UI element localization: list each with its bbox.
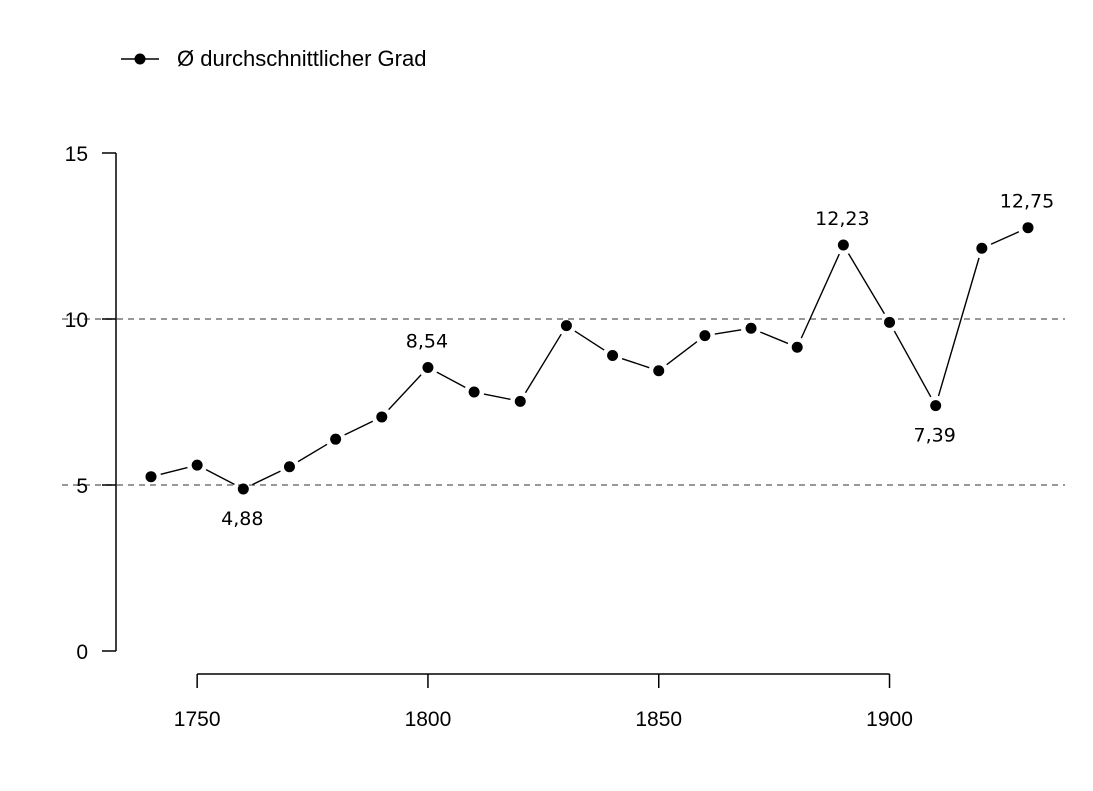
x-tick-label: 1850 [635, 708, 682, 731]
y-tick-label: 15 [65, 143, 88, 166]
data-label: 12,23 [815, 208, 869, 230]
data-label: 4,88 [221, 508, 263, 530]
data-label: 8,54 [406, 330, 448, 352]
axes: 0 5 10 15 1750 1800 1850 1900 [65, 143, 913, 731]
data-point [1022, 222, 1034, 234]
reference-lines [62, 318, 1065, 486]
data-point [330, 433, 342, 445]
y-tick-label: 0 [76, 641, 88, 664]
data-point [560, 320, 572, 332]
series-line-segment [937, 257, 980, 397]
data-label: 12,75 [1000, 191, 1054, 213]
data-point [145, 471, 157, 483]
series-line-segment [893, 330, 932, 398]
data-point [976, 242, 988, 254]
y-tick-label: 5 [76, 475, 88, 498]
series-line-segment [388, 374, 422, 411]
series-line-segment [800, 253, 840, 339]
data-point [468, 386, 480, 398]
legend: Ø durchschnittlicher Grad [121, 46, 426, 71]
data-point [837, 239, 849, 251]
data-point [376, 411, 388, 423]
series-line-segment [344, 420, 374, 436]
data-point [745, 322, 757, 334]
data-point [191, 459, 203, 471]
data-point [514, 395, 526, 407]
series-line-segment [666, 341, 698, 366]
x-tick-label: 1750 [174, 708, 221, 731]
series-line-segment [574, 330, 605, 351]
series [145, 222, 1034, 495]
series-line-segment [621, 357, 650, 369]
y-tick-label: 10 [65, 309, 88, 332]
data-point [884, 316, 896, 328]
x-tick-label: 1900 [866, 708, 913, 731]
data-point [283, 461, 295, 473]
data-labels: 4,88 8,54 12,23 7,39 12,75 [221, 191, 1054, 530]
data-point [791, 341, 803, 353]
data-point [653, 365, 665, 377]
series-line-segment [252, 470, 281, 486]
data-point [237, 483, 249, 495]
series-line-segment [297, 443, 328, 463]
x-tick-label: 1800 [405, 708, 452, 731]
series-line-segment [847, 253, 886, 315]
data-point [607, 350, 619, 362]
data-point [930, 400, 942, 412]
legend-marker [134, 53, 146, 65]
series-line-segment [483, 393, 511, 401]
legend-label: Ø durchschnittlicher Grad [177, 46, 426, 71]
series-line-segment [990, 231, 1020, 245]
data-point [422, 361, 434, 373]
series-line-segment [760, 331, 789, 345]
series-line-segment [205, 469, 235, 486]
data-point [699, 330, 711, 342]
series-line-segment [714, 329, 742, 335]
series-line-segment [436, 371, 466, 388]
data-label: 7,39 [914, 425, 956, 447]
series-line-segment [524, 333, 562, 394]
series-line-segment [160, 466, 188, 475]
